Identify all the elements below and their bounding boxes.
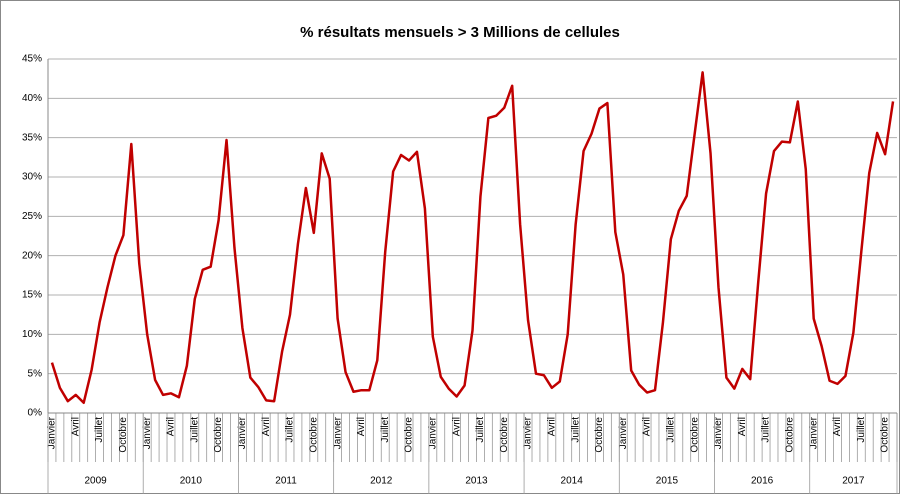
x-tick-label: Avril bbox=[166, 417, 177, 436]
x-tick-label: Janvier bbox=[713, 416, 724, 449]
x-tick-label: Janvier bbox=[142, 416, 153, 449]
x-tick-label: Janvier bbox=[618, 416, 629, 449]
x-tick-label: Octobre bbox=[118, 417, 129, 453]
x-tick-label: Janvier bbox=[332, 416, 343, 449]
x-tick-label: Juillet bbox=[475, 417, 486, 443]
x-group-label: 2017 bbox=[842, 476, 865, 487]
y-tick-label: 30% bbox=[22, 172, 42, 183]
x-tick-label: Octobre bbox=[689, 417, 700, 453]
x-tick-label: Avril bbox=[356, 417, 367, 436]
y-tick-label: 0% bbox=[28, 408, 43, 419]
x-tick-label: Avril bbox=[546, 417, 557, 436]
x-group-label: 2014 bbox=[561, 476, 584, 487]
x-tick-label: Avril bbox=[451, 417, 462, 436]
x-group-label: 2013 bbox=[465, 476, 488, 487]
x-tick-label: Juillet bbox=[285, 417, 296, 443]
x-tick-label: Juillet bbox=[570, 417, 581, 443]
x-tick-label: Juillet bbox=[380, 417, 391, 443]
x-tick-label: Octobre bbox=[404, 417, 415, 453]
x-tick-label: Juillet bbox=[94, 417, 105, 443]
y-tick-label: 10% bbox=[22, 329, 42, 340]
x-tick-label: Octobre bbox=[594, 417, 605, 453]
y-tick-label: 45% bbox=[22, 54, 42, 65]
x-tick-label: Avril bbox=[70, 417, 81, 436]
y-tick-label: 40% bbox=[22, 93, 42, 104]
y-tick-label: 15% bbox=[22, 290, 42, 301]
x-tick-label: Octobre bbox=[308, 417, 319, 453]
x-group-label: 2016 bbox=[751, 476, 774, 487]
x-tick-label: Janvier bbox=[427, 416, 438, 449]
x-tick-label: Juillet bbox=[761, 417, 772, 443]
x-tick-label: Octobre bbox=[499, 417, 510, 453]
y-tick-label: 35% bbox=[22, 132, 42, 143]
chart-title: % résultats mensuels > 3 Millions de cel… bbox=[300, 24, 620, 41]
data-line bbox=[50, 71, 895, 405]
x-tick-label: Avril bbox=[642, 417, 653, 436]
y-tick-label: 25% bbox=[22, 211, 42, 222]
x-tick-label: Avril bbox=[737, 417, 748, 436]
x-group-label: 2009 bbox=[84, 476, 107, 487]
x-tick-label: Janvier bbox=[47, 416, 58, 449]
x-tick-label: Juillet bbox=[666, 417, 677, 443]
x-tick-label: Janvier bbox=[523, 416, 534, 449]
x-tick-label: Avril bbox=[832, 417, 843, 436]
x-tick-label: Janvier bbox=[808, 416, 819, 449]
x-tick-label: Octobre bbox=[880, 417, 891, 453]
x-group-label: 2010 bbox=[180, 476, 203, 487]
x-tick-label: Octobre bbox=[785, 417, 796, 453]
x-tick-label: Octobre bbox=[213, 417, 224, 453]
x-tick-label: Janvier bbox=[237, 416, 248, 449]
x-tick-label: Avril bbox=[261, 417, 272, 436]
x-group-label: 2015 bbox=[656, 476, 679, 487]
y-tick-label: 5% bbox=[28, 368, 43, 379]
x-tick-label: Juillet bbox=[856, 417, 867, 443]
x-tick-label: Juillet bbox=[189, 417, 200, 443]
x-group-label: 2011 bbox=[275, 476, 297, 487]
y-tick-label: 20% bbox=[22, 250, 42, 261]
x-group-label: 2012 bbox=[370, 476, 393, 487]
